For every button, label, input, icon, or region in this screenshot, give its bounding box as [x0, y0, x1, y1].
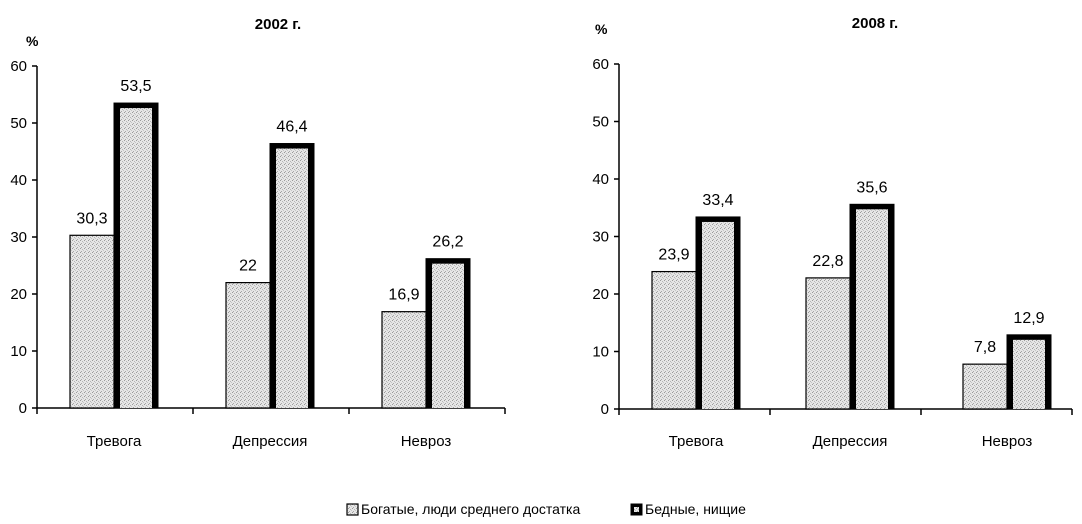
- y-tick-label: 60: [592, 56, 609, 73]
- y-axis-unit: %: [26, 33, 39, 49]
- legend-swatch-dark-inner: [634, 507, 639, 512]
- chart-panel-2008: 2008 г.% 0 10 20 30 40 50 60 23,9 33,4 Тревога 22,8…: [592, 15, 1073, 450]
- y-tick-label: 50: [592, 114, 609, 131]
- y-tick-label: 20: [10, 286, 27, 303]
- bar-dark-inner: [856, 209, 888, 409]
- bar-light: [381, 311, 427, 409]
- category-label: Тревога: [87, 433, 142, 450]
- legend: Богатые, люди среднего достатка Бедные, …: [346, 501, 746, 517]
- y-tick-label: 40: [592, 171, 609, 188]
- y-tick-label: 10: [592, 344, 609, 361]
- y-tick-label: 40: [10, 172, 27, 189]
- chart-title: 2002 г.: [255, 16, 301, 33]
- category-label: Невроз: [982, 433, 1033, 450]
- bar-light: [805, 277, 851, 410]
- category-label: Депрессия: [233, 433, 308, 450]
- chart-title: 2008 г.: [852, 15, 898, 32]
- bar-light: [225, 282, 271, 409]
- bar-dark-inner: [432, 263, 464, 408]
- legend-swatch-light: [346, 503, 359, 516]
- legend-label-dark: Бедные, нищие: [645, 501, 746, 517]
- y-tick-label: 20: [592, 286, 609, 303]
- data-label: 7,8: [974, 339, 996, 356]
- data-label: 26,2: [432, 234, 463, 251]
- bar-dark-inner: [120, 108, 152, 409]
- y-tick-label: 30: [592, 229, 609, 246]
- y-tick-label: 10: [10, 343, 27, 360]
- category-label: Депрессия: [813, 433, 888, 450]
- data-label: 16,9: [388, 287, 419, 304]
- data-label: 30,3: [76, 210, 107, 227]
- data-label: 46,4: [276, 119, 307, 136]
- data-label: 12,9: [1013, 310, 1044, 327]
- bar-light: [962, 363, 1008, 410]
- category-label: Тревога: [669, 433, 724, 450]
- y-axis-unit: %: [595, 21, 608, 37]
- y-tick-label: 60: [10, 58, 27, 75]
- data-label: 53,5: [120, 78, 151, 95]
- bar-dark-inner: [702, 221, 734, 409]
- y-tick-label: 50: [10, 115, 27, 132]
- chart-panel-2002: 2002 г.% 0 10 20 30 40 50 60 30,3 53,5 Тревога 22 46…: [10, 16, 506, 450]
- data-label: 35,6: [856, 179, 887, 196]
- bar-dark-inner: [276, 148, 308, 408]
- data-label: 22: [239, 258, 257, 275]
- y-tick-label: 0: [19, 400, 27, 417]
- data-label: 23,9: [658, 247, 689, 264]
- legend-label-light: Богатые, люди среднего достатка: [361, 501, 580, 517]
- data-label: 33,4: [702, 192, 733, 209]
- y-tick-label: 30: [10, 229, 27, 246]
- bar-light: [651, 270, 697, 410]
- y-tick-label: 0: [601, 401, 609, 418]
- category-label: Невроз: [401, 433, 452, 450]
- data-label: 22,8: [812, 253, 843, 270]
- bar-light: [69, 234, 115, 409]
- bar-dark-inner: [1013, 339, 1045, 409]
